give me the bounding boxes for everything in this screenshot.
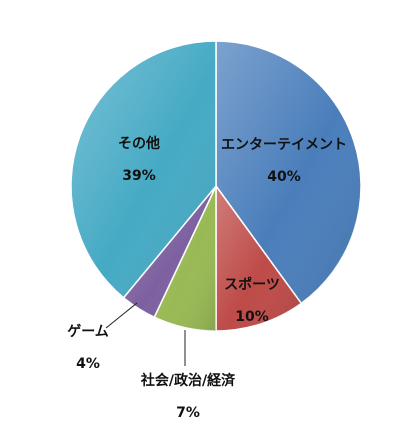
slice-label-game: ゲーム xyxy=(67,323,109,340)
slice-value-entertainment: 40% xyxy=(267,169,301,185)
pie-slice-shading-sports xyxy=(216,186,302,331)
pie-slice-shading-society xyxy=(154,186,216,331)
slice-label-other: その他 xyxy=(118,135,160,152)
pie-slice-shading-other xyxy=(71,41,217,298)
slice-value-sports: 10% xyxy=(235,309,269,325)
slice-label-entertainment: エンターテイメント xyxy=(221,137,347,153)
slice-labels: エンターテイメント 40% スポーツ 10% 社会/政治/経済 7% ゲーム 4… xyxy=(67,135,347,421)
slice-label-sports: スポーツ xyxy=(224,276,280,293)
slice-value-game: 4% xyxy=(76,356,100,372)
leader-line-game xyxy=(105,302,138,329)
slice-value-other: 39% xyxy=(122,168,156,184)
slice-value-society: 7% xyxy=(176,405,200,421)
pie-slice-shading-game xyxy=(123,186,216,318)
pie-slice-shading-entertainment xyxy=(216,41,362,304)
slice-label-society: 社会/政治/経済 xyxy=(140,372,236,389)
leader-lines xyxy=(105,302,186,366)
pie-slices xyxy=(70,40,362,332)
